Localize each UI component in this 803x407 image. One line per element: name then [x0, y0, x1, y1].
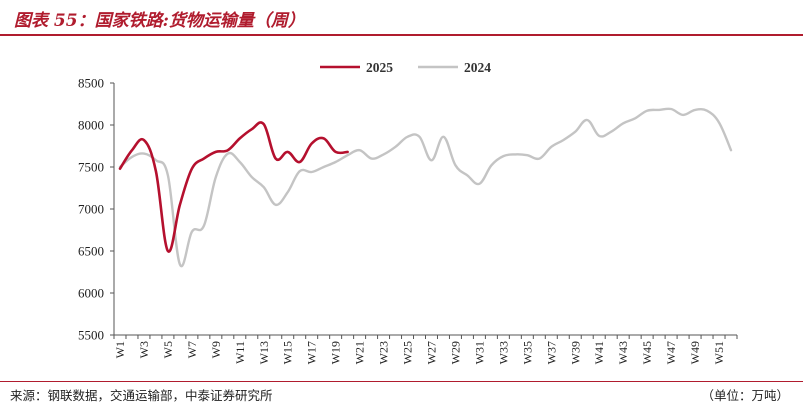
y-tick-label: 8000 [78, 118, 104, 133]
x-tick-label: W33 [496, 341, 510, 364]
chart-title: 图表 55：国家铁路:货物运输量（周） [14, 11, 305, 31]
x-tick-label: W9 [209, 341, 223, 358]
x-tick-label: W27 [424, 341, 438, 364]
x-tick-label: W35 [520, 341, 534, 364]
legend-label-2025: 2025 [366, 60, 393, 75]
x-tick-label: W31 [472, 341, 486, 364]
x-tick-label: W7 [185, 341, 199, 358]
x-tick-label: W23 [377, 341, 391, 364]
series-line-2025 [118, 121, 349, 253]
y-tick-label: 5500 [78, 328, 104, 343]
x-tick-label: W19 [329, 341, 343, 364]
y-tick-label: 7500 [78, 160, 104, 175]
unit-note: （单位：万吨） [701, 388, 789, 403]
x-tick-label: W11 [233, 341, 247, 364]
x-tick-label: W51 [712, 341, 726, 364]
series-line-2024 [118, 107, 733, 268]
footer-rule [0, 381, 803, 382]
y-tick-label: 6500 [78, 244, 104, 259]
x-tick-label: W39 [568, 341, 582, 364]
y-tick-label: 7000 [78, 202, 104, 217]
chart: 5500 6000 6500 7000 7500 8000 8500 W1 W3 W5 W7 W9 W1… [78, 60, 738, 364]
x-tick-label: W13 [257, 341, 271, 364]
x-tick-label: W5 [161, 341, 175, 358]
x-tick-label: W37 [544, 341, 558, 364]
x-tick-label: W47 [664, 341, 678, 364]
x-tick-label: W21 [353, 341, 367, 364]
x-tick-label: W3 [137, 341, 151, 358]
series-lines [118, 107, 733, 268]
x-tick-label: W49 [688, 341, 702, 364]
legend: 2025 2024 [320, 60, 491, 75]
x-tick-label: W25 [401, 341, 415, 364]
x-tick-label: W29 [448, 341, 462, 364]
y-tick-label: 8500 [78, 76, 104, 91]
x-tick-label: W45 [640, 341, 654, 364]
x-tick-label: W15 [281, 341, 295, 364]
x-tick-label: W43 [616, 341, 630, 364]
title-rule [0, 34, 803, 36]
axes: 5500 6000 6500 7000 7500 8000 8500 W1 W3 W5 W7 W9 W1… [78, 76, 738, 364]
y-tick-label: 6000 [78, 286, 104, 301]
x-tick-label: W41 [592, 341, 606, 364]
legend-label-2024: 2024 [464, 60, 491, 75]
source-note: 来源：钢联数据，交通运输部，中泰证券研究所 [10, 388, 273, 403]
x-tick-label: W1 [113, 341, 127, 358]
x-tick-label: W17 [305, 341, 319, 364]
